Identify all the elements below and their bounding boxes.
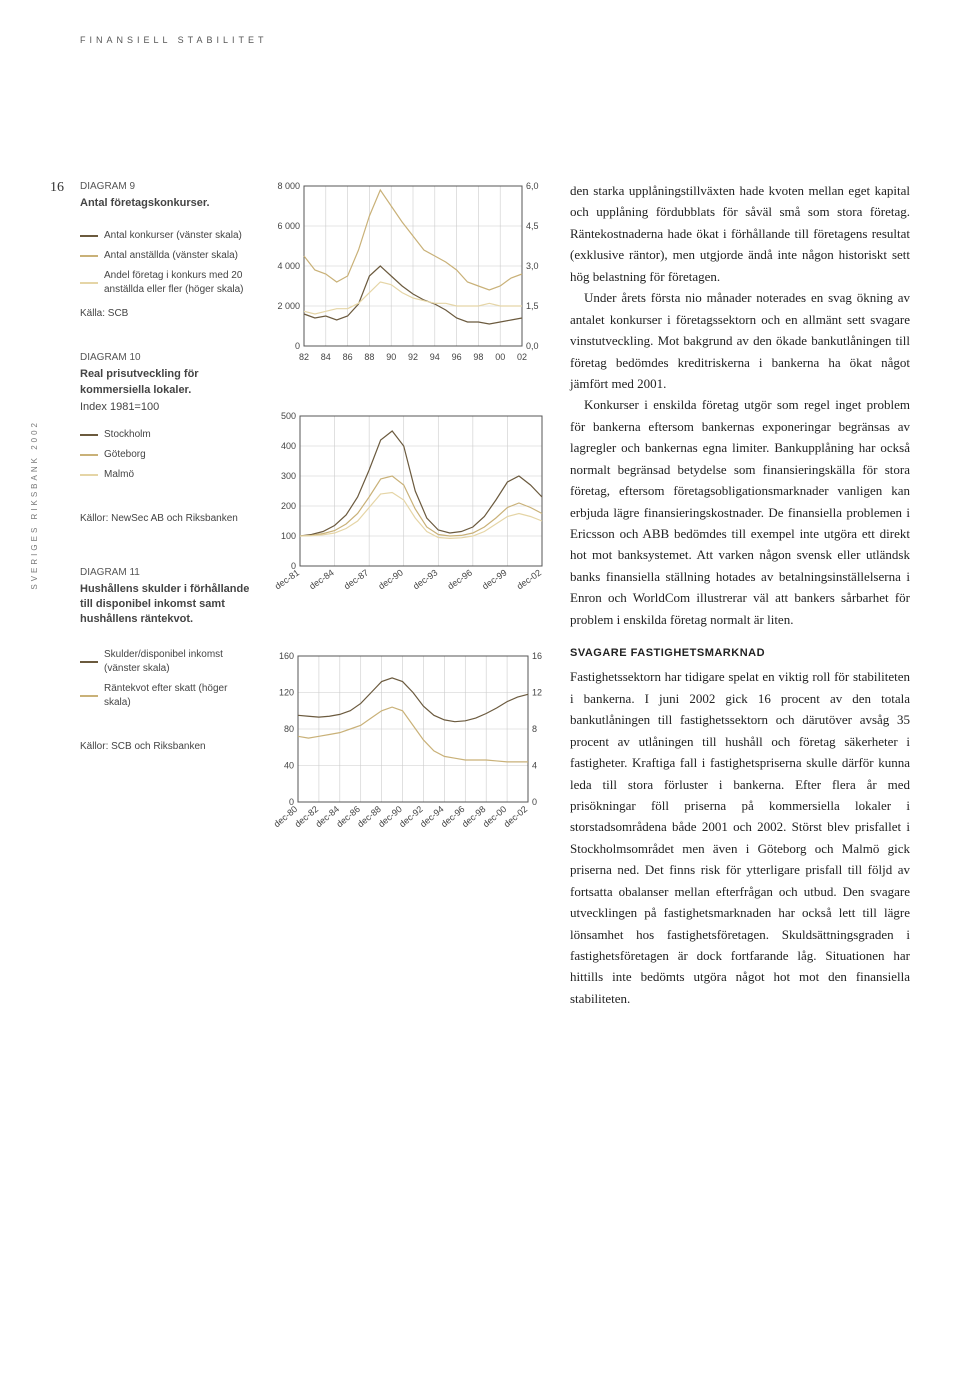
svg-text:200: 200 [281, 501, 296, 511]
svg-text:16: 16 [532, 651, 542, 661]
svg-text:dec-81: dec-81 [273, 567, 301, 591]
svg-text:400: 400 [281, 441, 296, 451]
legend-swatch [80, 282, 98, 284]
diagram10-label: DIAGRAM 10 [80, 351, 250, 365]
legend-swatch [80, 474, 98, 476]
chart10: 0100200300400500dec-81dec-84dec-87dec-90… [270, 410, 550, 630]
svg-text:1,5: 1,5 [526, 301, 539, 311]
svg-text:6,0: 6,0 [526, 181, 539, 191]
diagram11-block: DIAGRAM 11 Hushållens skulder i förhålla… [80, 566, 250, 754]
svg-text:86: 86 [343, 352, 353, 362]
legend-label: Räntekvot efter skatt (höger skala) [104, 682, 250, 710]
diagram11-label: DIAGRAM 11 [80, 566, 250, 580]
svg-text:120: 120 [279, 688, 294, 698]
svg-text:82: 82 [299, 352, 309, 362]
subheading: SVAGARE FASTIGHETSMARKNAD [570, 644, 910, 662]
legend-label: Malmö [104, 468, 134, 482]
svg-text:dec-84: dec-84 [307, 567, 335, 591]
diagram10-legend: Stockholm Göteborg Malmö [80, 428, 250, 482]
diagram10-subtitle: Index 1981=100 [80, 400, 250, 415]
legend-item: Räntekvot efter skatt (höger skala) [80, 682, 250, 710]
chart9: 02 0004 0006 0008 0000,01,53,04,56,08284… [270, 180, 550, 390]
svg-text:94: 94 [430, 352, 440, 362]
legend-item: Antal anställda (vänster skala) [80, 249, 250, 263]
svg-text:84: 84 [321, 352, 331, 362]
legend-label: Andel företag i konkurs med 20 anställda… [104, 269, 250, 297]
svg-text:90: 90 [386, 352, 396, 362]
diagram10-source: Källor: NewSec AB och Riksbanken [80, 512, 250, 526]
legend-swatch [80, 454, 98, 456]
paragraph-2: Under årets första nio månader noterades… [570, 287, 910, 394]
svg-text:2 000: 2 000 [277, 301, 300, 311]
left-column: DIAGRAM 9 Antal företagskonkurser. Antal… [80, 180, 250, 784]
legend-swatch [80, 434, 98, 436]
svg-text:80: 80 [284, 724, 294, 734]
svg-text:3,0: 3,0 [526, 261, 539, 271]
svg-text:160: 160 [279, 651, 294, 661]
diagram10-block: DIAGRAM 10 Real prisutveckling för komme… [80, 351, 250, 525]
diagram9-label: DIAGRAM 9 [80, 180, 250, 194]
legend-item: Antal konkurser (vänster skala) [80, 229, 250, 243]
chart11: 004048081201216016dec-80dec-82dec-84dec-… [270, 650, 550, 870]
svg-text:100: 100 [281, 531, 296, 541]
diagram9-title: Antal företagskonkurser. [80, 196, 250, 211]
diagram9-block: DIAGRAM 9 Antal företagskonkurser. Antal… [80, 180, 250, 321]
body-text: den starka upplåningstillväxten hade kvo… [570, 180, 910, 1009]
svg-text:4 000: 4 000 [277, 261, 300, 271]
svg-text:00: 00 [495, 352, 505, 362]
svg-text:8: 8 [532, 724, 537, 734]
svg-text:98: 98 [473, 352, 483, 362]
legend-label: Antal konkurser (vänster skala) [104, 229, 242, 243]
svg-text:300: 300 [281, 471, 296, 481]
svg-text:96: 96 [452, 352, 462, 362]
diagram10-title: Real prisutveckling för kommersiella lok… [80, 367, 250, 398]
diagram9-legend: Antal konkurser (vänster skala) Antal ans… [80, 229, 250, 297]
legend-swatch [80, 235, 98, 237]
svg-text:02: 02 [517, 352, 527, 362]
legend-swatch [80, 255, 98, 257]
legend-swatch [80, 695, 98, 697]
diagram11-title: Hushållens skulder i förhållande till di… [80, 582, 250, 628]
legend-item: Göteborg [80, 448, 250, 462]
diagram11-source: Källor: SCB och Riksbanken [80, 740, 250, 754]
diagram11-legend: Skulder/disponibel inkomst (vänster skal… [80, 648, 250, 710]
legend-item: Stockholm [80, 428, 250, 442]
svg-text:88: 88 [364, 352, 374, 362]
svg-text:6 000: 6 000 [277, 221, 300, 231]
legend-label: Antal anställda (vänster skala) [104, 249, 238, 263]
legend-label: Stockholm [104, 428, 151, 442]
svg-text:dec-96: dec-96 [446, 567, 474, 591]
legend-swatch [80, 661, 98, 663]
diagram9-source: Källa: SCB [80, 307, 250, 321]
legend-label: Skulder/disponibel inkomst (vänster skal… [104, 648, 250, 676]
svg-text:12: 12 [532, 688, 542, 698]
svg-text:dec-93: dec-93 [411, 567, 439, 591]
svg-text:0: 0 [295, 341, 300, 351]
svg-text:92: 92 [408, 352, 418, 362]
page-number: 16 [50, 180, 64, 196]
svg-text:0,0: 0,0 [526, 341, 539, 351]
paragraph-3: Konkurser i enskilda företag utgör som r… [570, 394, 910, 630]
legend-label: Göteborg [104, 448, 146, 462]
svg-text:dec-99: dec-99 [480, 567, 508, 591]
svg-text:8 000: 8 000 [277, 181, 300, 191]
svg-text:500: 500 [281, 411, 296, 421]
svg-text:40: 40 [284, 761, 294, 771]
svg-text:dec-02: dec-02 [502, 804, 530, 829]
svg-text:0: 0 [532, 797, 537, 807]
legend-item: Skulder/disponibel inkomst (vänster skal… [80, 648, 250, 676]
svg-text:dec-87: dec-87 [342, 567, 370, 591]
paragraph-1: den starka upplåningstillväxten hade kvo… [570, 180, 910, 287]
chart-column: 02 0004 0006 0008 0000,01,53,04,56,08284… [270, 180, 550, 890]
vertical-publisher-label: SVERIGES RIKSBANK 2002 [30, 420, 39, 590]
svg-text:4: 4 [532, 761, 537, 771]
paragraph-4: Fastighetssektorn har tidigare spelat en… [570, 666, 910, 1009]
legend-item: Malmö [80, 468, 250, 482]
legend-item: Andel företag i konkurs med 20 anställda… [80, 269, 250, 297]
svg-text:4,5: 4,5 [526, 221, 539, 231]
svg-text:dec-02: dec-02 [515, 567, 543, 591]
page-header: FINANSIELL STABILITET [80, 35, 268, 45]
svg-text:dec-90: dec-90 [377, 567, 405, 591]
